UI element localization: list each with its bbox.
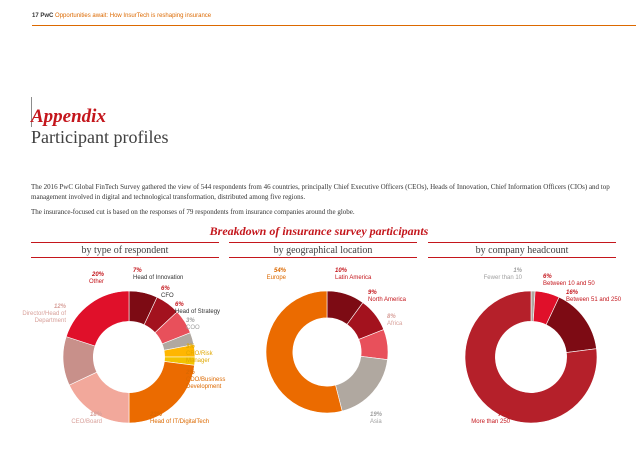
- data-label-between-51-and-250: 16% Between 51 and 250: [566, 290, 622, 303]
- section-respondent-title: by type of respondent: [31, 242, 219, 258]
- data-label-between-10-and-50: 6% Between 10 and 50: [543, 274, 595, 287]
- data-label-asia: 19% Asia: [370, 412, 383, 425]
- page-subtitle: Participant profiles: [31, 127, 169, 147]
- section-location-title: by geographical location: [229, 242, 417, 258]
- data-label-north-america: 9% North America: [368, 290, 407, 303]
- data-label-africa: 8% Africa: [387, 314, 403, 327]
- data-label-head-of-it: 23% Head of IT/DigitalTech: [150, 412, 210, 425]
- header-rule: [32, 25, 636, 26]
- page-title: Appendix: [31, 106, 106, 127]
- company-headcount-donut: [464, 290, 598, 424]
- slice-asia: [335, 355, 388, 412]
- brand-name: PwC: [40, 13, 54, 19]
- slice-more-than-250: [464, 290, 598, 424]
- page-number: 17: [32, 13, 39, 19]
- respondent-type-donut: [62, 290, 196, 424]
- intro-paragraph: The 2016 PwC Global FinTech Survey gathe…: [31, 183, 610, 201]
- data-label-head-of-innovation: 7% Head of Innovation: [133, 268, 184, 281]
- data-label-more-than-250: 77% More than 250: [471, 412, 510, 425]
- title-accent-line: [31, 97, 32, 127]
- data-label-head-of-strategy: 6% Head of Strategy: [175, 302, 221, 315]
- data-label-latin-america: 10% Latin America: [335, 268, 372, 281]
- data-label-ceo-board: 18% CEO/Board: [71, 412, 102, 425]
- data-label-coo: 3% COO: [186, 318, 200, 331]
- slice-europe: [265, 290, 343, 414]
- document-title: Opportunities await: How InsurTech is re…: [55, 13, 212, 19]
- page-header: 17 PwC Opportunities await: How InsurTec…: [32, 13, 211, 19]
- data-label-director: 12% Director/Head of Department: [22, 304, 66, 324]
- section-headcount-title: by company headcount: [428, 242, 616, 258]
- geographical-location-donut: [265, 290, 389, 414]
- data-label-cfo: 6% CFO: [161, 286, 174, 299]
- data-label-fewer-than-10: 1% Fewer than 10: [483, 268, 522, 281]
- data-label-europe: 54% Europe: [266, 268, 286, 281]
- data-label-cro: 3% CRO/Risk Manager: [186, 344, 213, 364]
- insurance-paragraph: The insurance-focused cut is based on th…: [31, 208, 355, 216]
- charts-title: Breakdown of insurance survey participan…: [209, 224, 429, 238]
- data-label-other: 20% Other: [88, 272, 104, 285]
- slice-other: [65, 290, 130, 347]
- data-label-cdo: 2% CDO/Business Development: [186, 370, 226, 390]
